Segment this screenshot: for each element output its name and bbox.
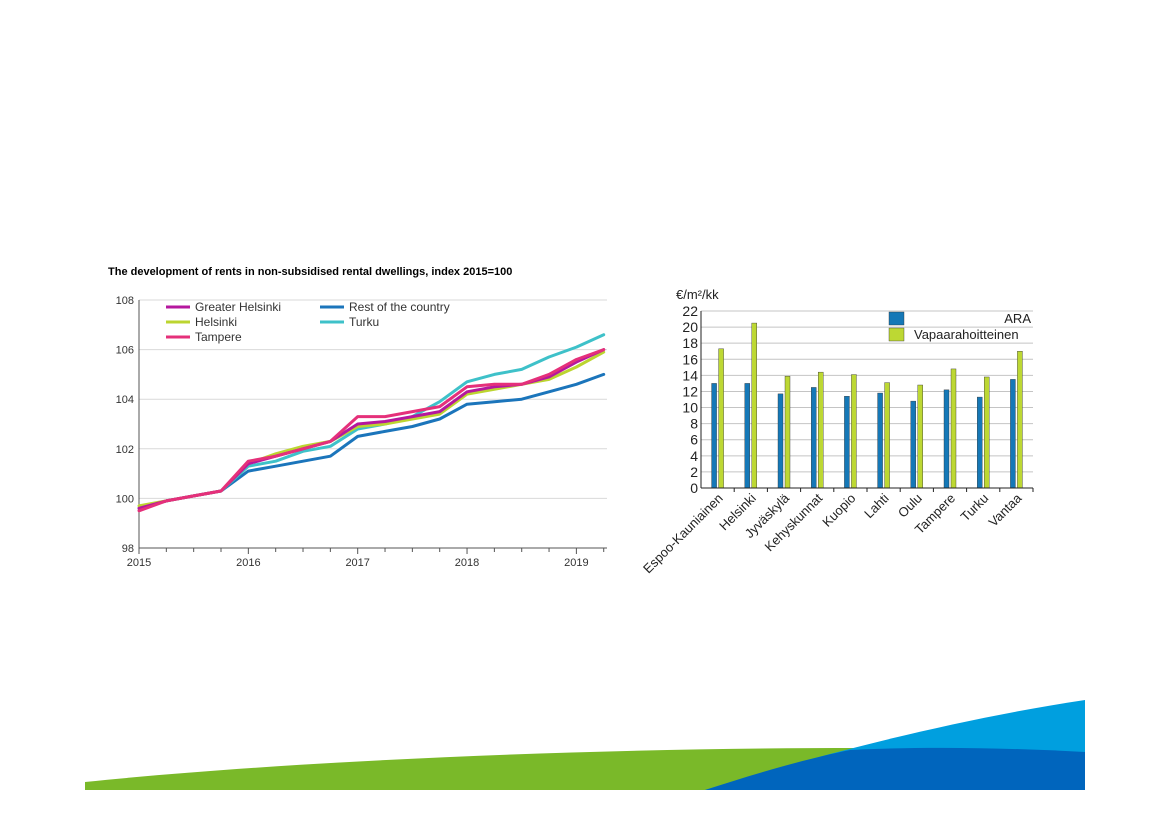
legend-label: Helsinki (195, 315, 237, 329)
bar-chart-y-tick-label: 6 (690, 432, 698, 448)
bar-ara-lahti (877, 392, 883, 489)
bar-chart-category-label: Vantaa (985, 490, 1025, 530)
bar-ara-vantaa (1010, 379, 1016, 489)
line-chart-x-tick-label: 2019 (564, 557, 588, 569)
line-series-helsinki (137, 350, 606, 508)
line-series-tampere (137, 348, 606, 513)
bar-ara-kehyskunnat (810, 387, 817, 489)
legend-label: Tampere (195, 330, 242, 344)
bar-chart-category-label: Kuopio (819, 491, 858, 530)
bar-chart-y-tick-label: 14 (682, 367, 698, 383)
line-chart-x-tick-label: 2015 (127, 557, 151, 569)
bar-ara-turku (977, 396, 983, 489)
line-chart-title: The development of rents in non-subsidis… (108, 266, 513, 278)
bar-vapaarahoitteinen-vantaa (1017, 351, 1023, 489)
bar-chart-y-tick-label: 2 (690, 464, 698, 480)
bar-ara-helsinki (744, 383, 751, 489)
bar-vapaarahoitteinen-kehyskunnat (817, 371, 824, 489)
bar-chart-y-axis-label: €/m²/kk (676, 287, 719, 302)
bar-chart-y-tick-label: 18 (682, 335, 698, 351)
line-series-rest-of-the-country (137, 372, 606, 510)
bar-chart-category-label: Oulu (895, 491, 925, 521)
bar-ara-oulu (910, 400, 916, 489)
line-chart-y-tick-label: 104 (116, 394, 134, 406)
line-chart-y-tick-label: 106 (116, 345, 134, 357)
legend-label: Greater Helsinki (195, 300, 281, 314)
bar-vapaarahoitteinen-kuopio (851, 374, 857, 489)
bar-chart-bars (711, 322, 1023, 489)
bar-chart-y-tick-label: 10 (682, 400, 698, 416)
bar-vapaarahoitteinen-jyväskylä (784, 375, 791, 489)
legend-label: Vapaarahoitteinen (914, 327, 1019, 342)
bar-chart-y-tick-label: 20 (682, 319, 698, 335)
line-chart-series (137, 333, 606, 513)
bar-chart-y-tick-label: 4 (690, 448, 698, 464)
legend-label: Rest of the country (349, 300, 450, 314)
bar-ara-tampere (943, 389, 950, 489)
bar-vapaarahoitteinen-lahti (884, 382, 890, 489)
legend-swatch-vapaarahoitteinen (888, 327, 905, 342)
bar-ara-espoo-kauniainen (711, 383, 717, 489)
bar-vapaarahoitteinen-tampere (950, 368, 957, 489)
bar-chart-y-tick-label: 8 (690, 416, 698, 432)
bar-chart-y-tick-label: 12 (682, 383, 698, 399)
line-chart-x-tick-label: 2017 (345, 557, 369, 569)
bar-chart-y-tick-label: 22 (682, 303, 698, 319)
legend-swatch-ara (888, 311, 905, 326)
line-chart-y-tick-label: 102 (116, 444, 134, 456)
line-series-greater-helsinki (137, 348, 606, 510)
bar-chart-y-tick-label: 0 (690, 480, 698, 496)
line-chart-x-tick-label: 2016 (236, 557, 260, 569)
footer-darkblue-swoosh (705, 747, 1085, 790)
bar-vapaarahoitteinen-turku (984, 376, 990, 489)
bar-chart-category-label: Espoo-Kauniainen (640, 491, 726, 577)
line-chart-y-tick-label: 98 (122, 543, 134, 555)
footer-wave-decoration (85, 700, 1085, 790)
bar-ara-kuopio (844, 396, 850, 489)
line-chart-svg: 98 100 102 104 106 108 2015 2016 2017 2018 2019 Gr… (116, 295, 607, 569)
line-chart-y-tick-label: 100 (116, 493, 134, 505)
bar-vapaarahoitteinen-espoo-kauniainen (718, 348, 724, 489)
bar-vapaarahoitteinen-oulu (917, 384, 923, 489)
bar-chart-category-label: Lahti (861, 490, 892, 521)
legend-label: Turku (349, 315, 379, 329)
bar-chart-y-tick-label: 16 (682, 351, 698, 367)
legend-label: ARA (1004, 311, 1031, 326)
bar-vapaarahoitteinen-helsinki (751, 322, 758, 489)
line-chart-axes: 98 100 102 104 106 108 2015 2016 2017 2018 2019 (116, 295, 607, 569)
line-chart-x-tick-label: 2018 (455, 557, 479, 569)
bar-ara-jyväskylä (777, 393, 784, 489)
line-chart-y-tick-label: 108 (116, 295, 134, 307)
